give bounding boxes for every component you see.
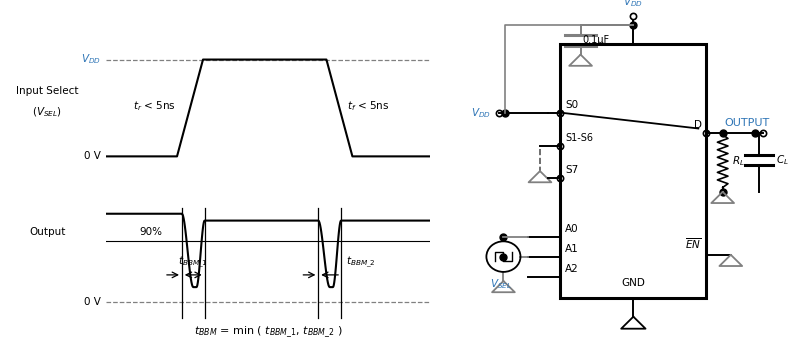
- Text: 90%: 90%: [139, 227, 162, 237]
- Text: ($V_{SEL}$): ($V_{SEL}$): [32, 105, 62, 119]
- Text: $t_{BBM\_2}$: $t_{BBM\_2}$: [345, 255, 375, 270]
- Text: A0: A0: [564, 224, 578, 234]
- Text: $R_L$: $R_L$: [731, 154, 744, 168]
- Text: S7: S7: [564, 166, 577, 175]
- Text: A2: A2: [564, 264, 578, 274]
- Text: $t_{BBM\_1}$: $t_{BBM\_1}$: [178, 255, 208, 270]
- Text: 0 V: 0 V: [84, 297, 101, 307]
- Text: $t_{BBM}$ = min ( $t_{BBM\_1}$, $t_{BBM\_2}$ ): $t_{BBM}$ = min ( $t_{BBM\_1}$, $t_{BBM\…: [193, 325, 342, 340]
- Text: S1-S6: S1-S6: [564, 133, 592, 143]
- Text: $t_f$ < 5ns: $t_f$ < 5ns: [347, 100, 389, 114]
- Text: D: D: [693, 120, 701, 130]
- Text: 0 V: 0 V: [84, 151, 101, 161]
- Text: Input Select: Input Select: [16, 86, 78, 96]
- Text: Output: Output: [29, 227, 65, 237]
- Text: $V_{DD}$: $V_{DD}$: [623, 0, 642, 9]
- Text: $V_{DD}$: $V_{DD}$: [80, 53, 101, 67]
- Text: $V_{SEL}$: $V_{SEL}$: [490, 277, 512, 291]
- Text: $C_L$: $C_L$: [775, 153, 788, 167]
- Text: OUTPUT: OUTPUT: [724, 119, 769, 128]
- Text: S0: S0: [564, 100, 577, 110]
- Text: A1: A1: [564, 244, 578, 254]
- Bar: [560, 44, 706, 298]
- Text: $t_r$ < 5ns: $t_r$ < 5ns: [133, 100, 175, 114]
- Text: 0.1μF: 0.1μF: [582, 35, 609, 45]
- Text: $\overline{EN}$: $\overline{EN}$: [684, 237, 701, 251]
- Text: $V_{DD}$: $V_{DD}$: [470, 106, 491, 120]
- Text: GND: GND: [620, 278, 645, 288]
